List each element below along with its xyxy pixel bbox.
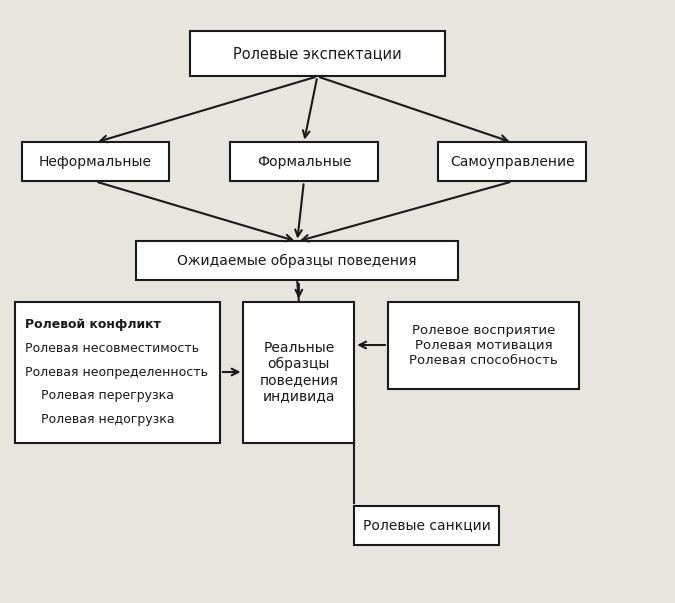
- Bar: [190, 31, 445, 77]
- Text: Ролевая несовместимость: Ролевая несовместимость: [25, 342, 199, 355]
- Text: Ролевое восприятие
Ролевая мотивация
Ролевая способность: Ролевое восприятие Ролевая мотивация Рол…: [409, 324, 558, 367]
- Text: Неформальные: Неформальные: [39, 155, 152, 169]
- Text: Формальные: Формальные: [256, 155, 351, 169]
- Bar: [244, 302, 354, 443]
- Text: Ожидаемые образцы поведения: Ожидаемые образцы поведения: [178, 254, 417, 268]
- Text: Самоуправление: Самоуправление: [450, 155, 574, 169]
- Text: Ролевые экспектации: Ролевые экспектации: [233, 46, 402, 62]
- Text: Ролевые санкции: Ролевые санкции: [362, 518, 491, 532]
- Text: Ролевая неопределенность: Ролевая неопределенность: [25, 365, 208, 379]
- Bar: [230, 142, 378, 182]
- Text: Реальные
образцы
поведения
индивида: Реальные образцы поведения индивида: [259, 341, 338, 403]
- Bar: [354, 505, 499, 545]
- Text: Ролевая перегрузка: Ролевая перегрузка: [25, 389, 174, 402]
- Text: Ролевой конфликт: Ролевой конфликт: [25, 318, 161, 331]
- Text: Ролевая недогрузка: Ролевая недогрузка: [25, 413, 175, 426]
- Bar: [388, 302, 580, 388]
- Bar: [136, 241, 458, 280]
- Bar: [15, 302, 220, 443]
- Bar: [438, 142, 586, 182]
- Bar: [22, 142, 169, 182]
